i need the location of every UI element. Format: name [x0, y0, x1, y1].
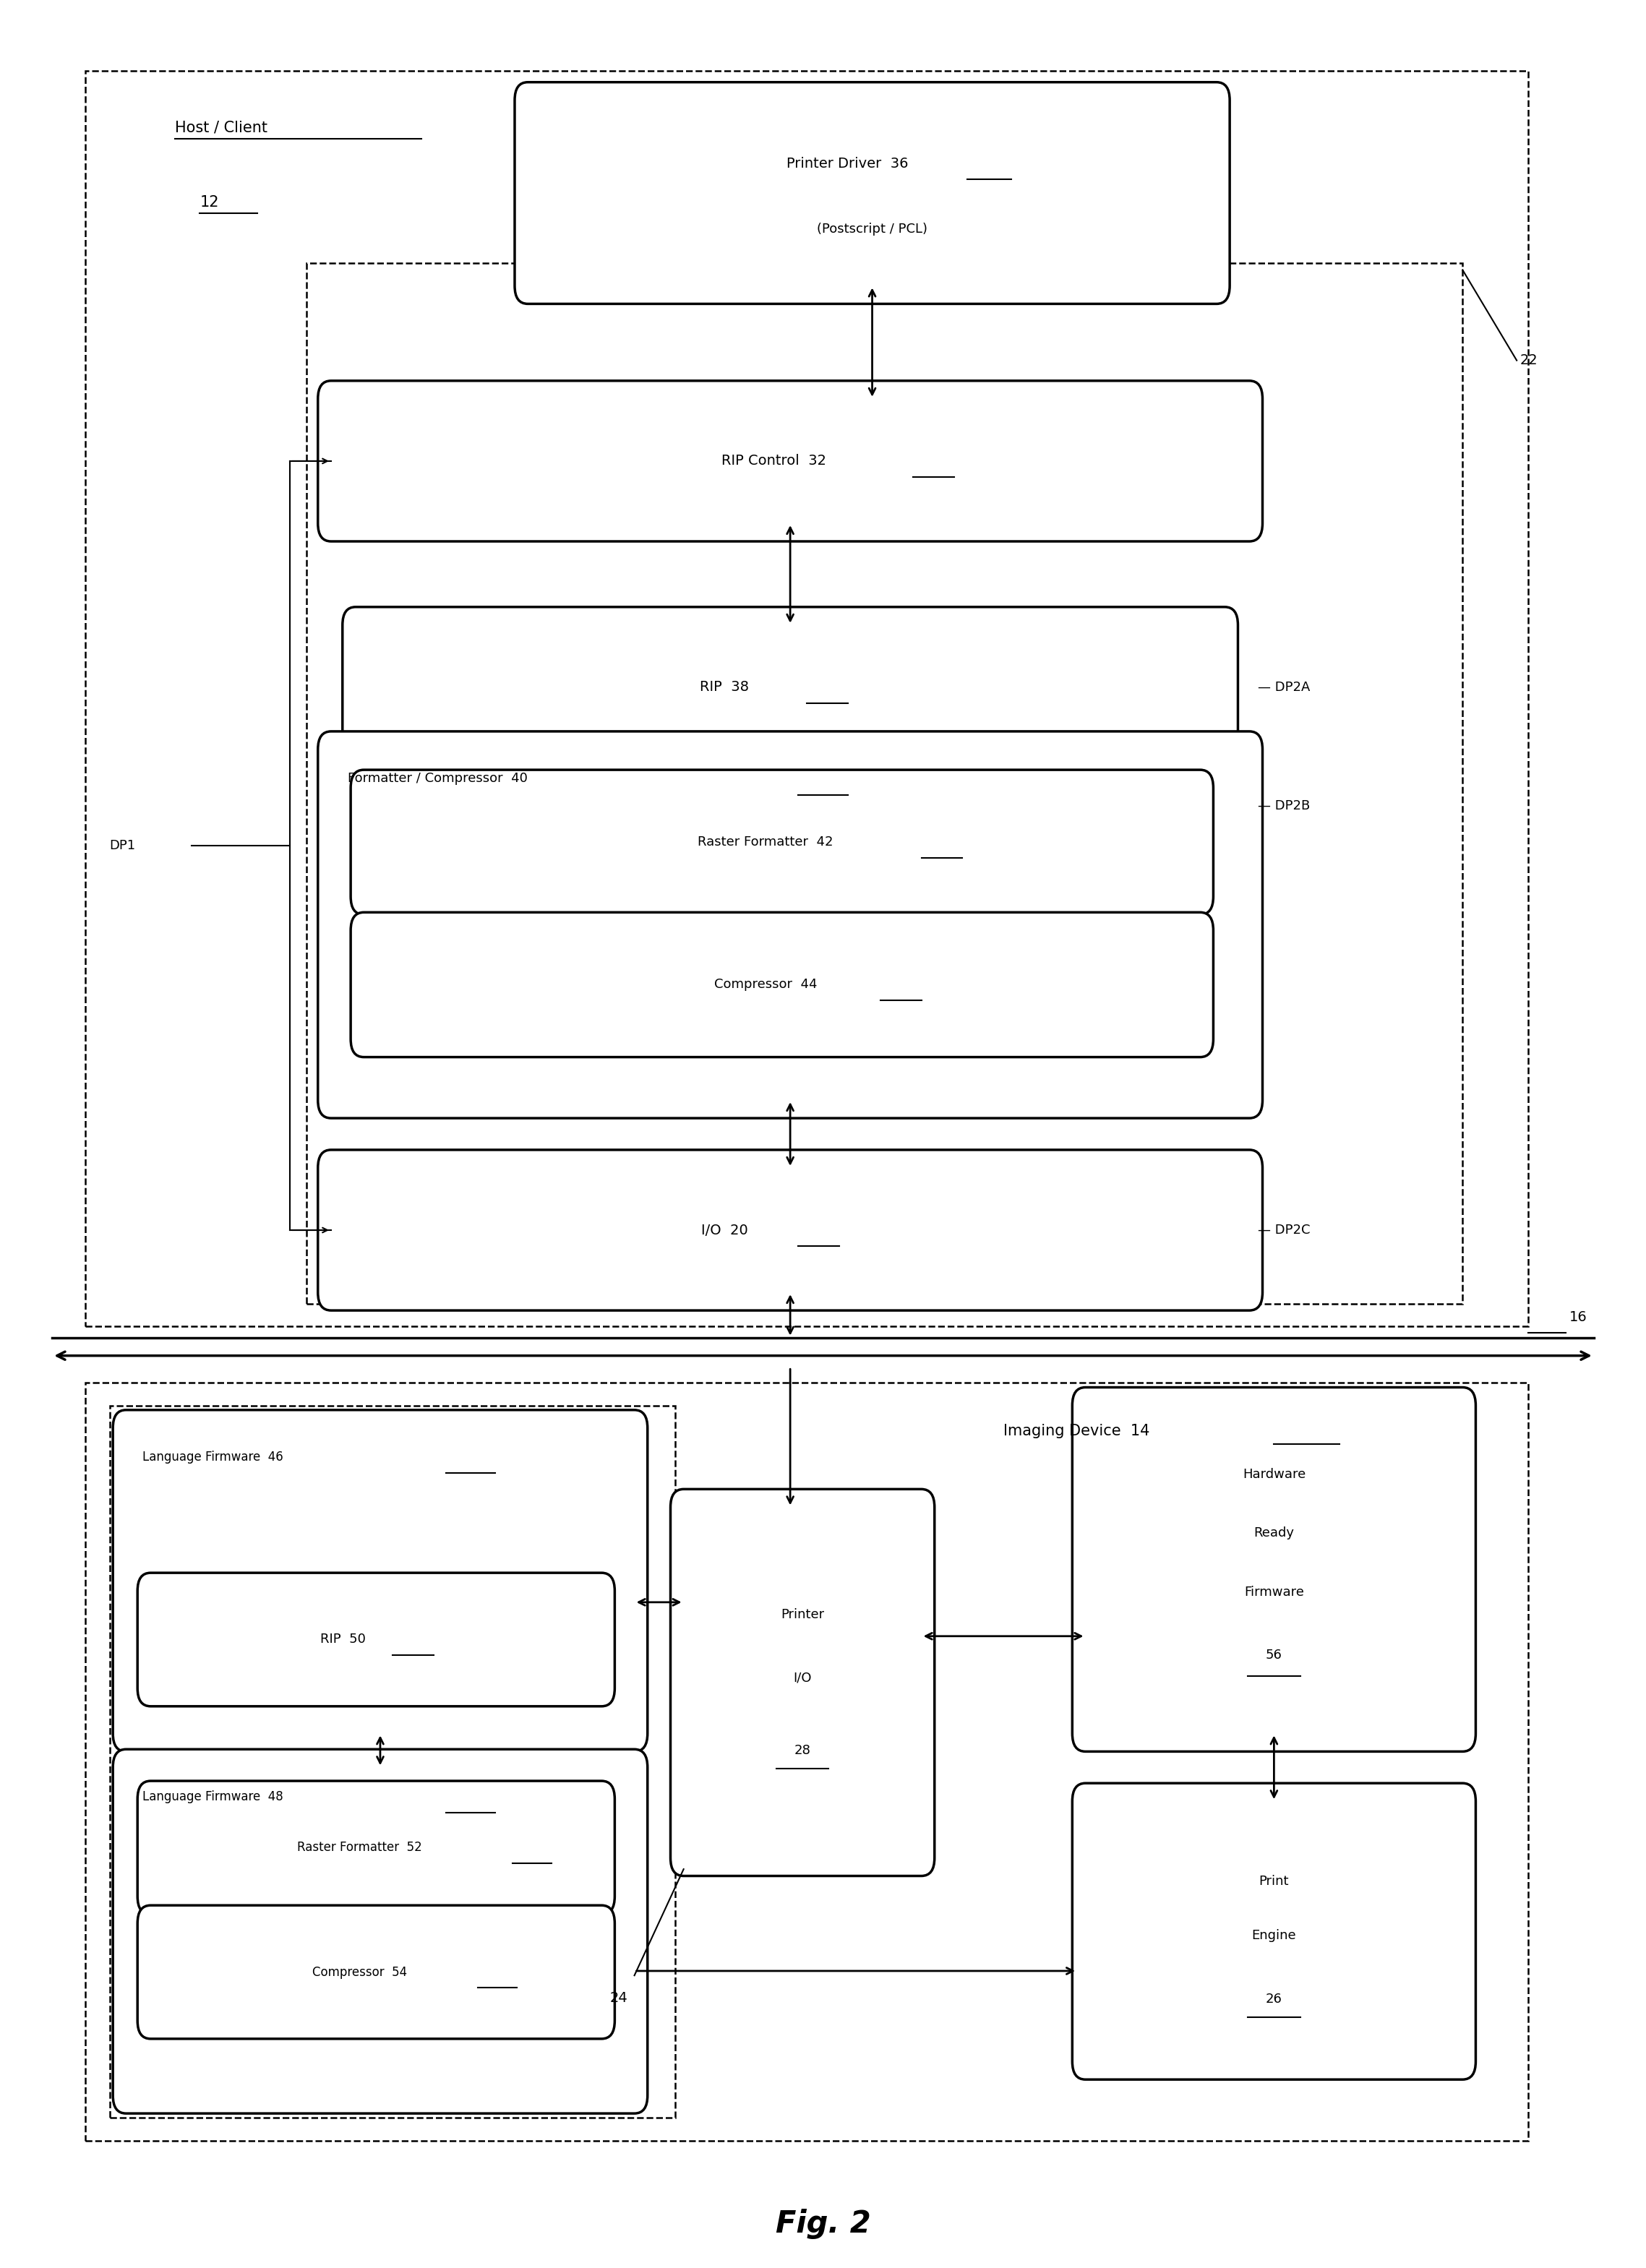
Text: RIP  50: RIP 50	[321, 1633, 365, 1647]
Text: (Postscript / PCL): (Postscript / PCL)	[816, 222, 927, 236]
Text: Print: Print	[1259, 1876, 1289, 1887]
Text: Ready: Ready	[1254, 1526, 1294, 1540]
Text: 26: 26	[1266, 1994, 1282, 2005]
Text: Imaging Device  14: Imaging Device 14	[1004, 1424, 1149, 1438]
Text: 16: 16	[1569, 1311, 1587, 1325]
FancyBboxPatch shape	[318, 381, 1262, 542]
Text: Printer Driver  36: Printer Driver 36	[787, 156, 909, 170]
Text: I/O: I/O	[793, 1672, 811, 1685]
Text: Firmware: Firmware	[1244, 1585, 1304, 1599]
Text: 56: 56	[1266, 1649, 1282, 1662]
FancyBboxPatch shape	[138, 1780, 614, 1914]
Bar	[86, 70, 1527, 1327]
Text: I/O  20: I/O 20	[701, 1222, 747, 1236]
Bar	[306, 263, 1463, 1304]
Text: Hardware: Hardware	[1243, 1467, 1305, 1481]
FancyBboxPatch shape	[318, 1150, 1262, 1311]
FancyBboxPatch shape	[670, 1490, 935, 1876]
FancyBboxPatch shape	[342, 608, 1238, 767]
Text: 28: 28	[795, 1744, 811, 1758]
Text: Printer: Printer	[780, 1608, 825, 1622]
Text: Host / Client: Host / Client	[174, 120, 268, 136]
Text: Formatter / Compressor  40: Formatter / Compressor 40	[347, 771, 527, 785]
Bar	[86, 1383, 1527, 2141]
Text: Raster Formatter  42: Raster Formatter 42	[698, 835, 833, 848]
Text: Compressor  54: Compressor 54	[313, 1966, 407, 1978]
Text: 12: 12	[199, 195, 219, 209]
Bar	[110, 1406, 675, 2118]
Text: — DP2A: — DP2A	[1258, 680, 1310, 694]
FancyBboxPatch shape	[318, 730, 1262, 1118]
Text: Compressor  44: Compressor 44	[714, 978, 816, 991]
Text: — DP2C: — DP2C	[1258, 1225, 1310, 1236]
FancyBboxPatch shape	[1072, 1388, 1476, 1751]
FancyBboxPatch shape	[1072, 1783, 1476, 2080]
FancyBboxPatch shape	[351, 769, 1213, 914]
Text: RIP  38: RIP 38	[700, 680, 749, 694]
Text: Fig. 2: Fig. 2	[775, 2209, 871, 2239]
FancyBboxPatch shape	[114, 1749, 647, 2114]
Text: Language Firmware  46: Language Firmware 46	[143, 1452, 283, 1463]
Text: Language Firmware  48: Language Firmware 48	[143, 1789, 283, 1803]
Text: Raster Formatter  52: Raster Formatter 52	[298, 1842, 421, 1855]
Text: 24: 24	[609, 1991, 627, 2005]
Text: RIP Control  32: RIP Control 32	[721, 454, 826, 467]
FancyBboxPatch shape	[515, 82, 1230, 304]
FancyBboxPatch shape	[138, 1572, 614, 1706]
FancyBboxPatch shape	[351, 912, 1213, 1057]
Text: DP1: DP1	[110, 839, 135, 853]
FancyBboxPatch shape	[114, 1411, 647, 1751]
Text: — DP2B: — DP2B	[1258, 801, 1310, 812]
Text: 22: 22	[1519, 354, 1537, 367]
FancyBboxPatch shape	[138, 1905, 614, 2039]
Text: Engine: Engine	[1251, 1930, 1297, 1941]
